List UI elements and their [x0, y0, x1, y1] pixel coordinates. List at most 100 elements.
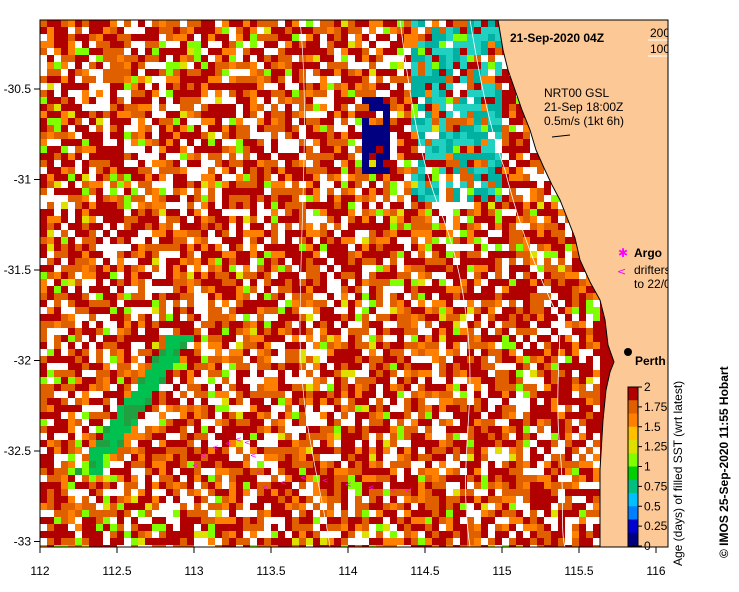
- sst-pixel: [411, 405, 418, 412]
- sst-pixel: [439, 209, 446, 216]
- sst-pixel: [75, 111, 82, 118]
- sst-pixel: [257, 349, 264, 356]
- sst-pixel: [376, 384, 383, 391]
- sst-pixel: [432, 314, 439, 321]
- sst-pixel: [180, 76, 187, 83]
- sst-pixel: [131, 279, 138, 286]
- sst-pixel: [173, 174, 180, 181]
- sst-pixel: [40, 132, 47, 139]
- sst-pixel: [236, 69, 243, 76]
- sst-pixel: [292, 132, 299, 139]
- sst-pixel: [222, 398, 229, 405]
- sst-pixel: [453, 307, 460, 314]
- sst-pixel: [362, 125, 369, 132]
- sst-pixel: [271, 146, 278, 153]
- sst-pixel: [299, 244, 306, 251]
- sst-pixel: [362, 300, 369, 307]
- sst-pixel: [544, 209, 551, 216]
- sst-pixel: [348, 188, 355, 195]
- sst-pixel: [124, 272, 131, 279]
- sst-pixel: [320, 356, 327, 363]
- sst-pixel: [285, 398, 292, 405]
- sst-pixel: [215, 335, 222, 342]
- sst-pixel: [40, 419, 47, 426]
- sst-pixel: [54, 251, 61, 258]
- sst-pixel: [222, 132, 229, 139]
- sst-pixel: [131, 181, 138, 188]
- sst-pixel: [131, 363, 138, 370]
- sst-pixel: [530, 286, 537, 293]
- sst-pixel: [124, 349, 131, 356]
- sst-pixel: [145, 223, 152, 230]
- sst-pixel: [208, 405, 215, 412]
- sst-pixel: [194, 251, 201, 258]
- sst-pixel: [138, 384, 145, 391]
- sst-pixel: [488, 174, 495, 181]
- sst-pixel: [432, 433, 439, 440]
- sst-pixel: [362, 216, 369, 223]
- sst-pixel: [250, 342, 257, 349]
- sst-pixel: [544, 370, 551, 377]
- sst-pixel: [68, 104, 75, 111]
- sst-pixel: [446, 314, 453, 321]
- sst-pixel: [138, 419, 145, 426]
- sst-pixel: [257, 237, 264, 244]
- sst-pixel: [208, 370, 215, 377]
- sst-pixel: [54, 454, 61, 461]
- sst-pixel: [215, 258, 222, 265]
- sst-pixel: [411, 62, 418, 69]
- sst-pixel: [516, 398, 523, 405]
- sst-pixel: [432, 279, 439, 286]
- sst-pixel: [306, 293, 313, 300]
- sst-pixel: [82, 286, 89, 293]
- sst-pixel: [236, 335, 243, 342]
- sst-pixel: [180, 391, 187, 398]
- sst-pixel: [460, 398, 467, 405]
- sst-pixel: [82, 349, 89, 356]
- sst-pixel: [166, 174, 173, 181]
- sst-pixel: [495, 307, 502, 314]
- sst-pixel: [334, 433, 341, 440]
- sst-pixel: [341, 244, 348, 251]
- sst-pixel: [523, 167, 530, 174]
- sst-pixel: [495, 146, 502, 153]
- sst-pixel: [222, 440, 229, 447]
- sst-pixel: [152, 160, 159, 167]
- sst-pixel: [327, 83, 334, 90]
- sst-pixel: [411, 377, 418, 384]
- sst-pixel: [397, 314, 404, 321]
- sst-pixel: [334, 76, 341, 83]
- sst-pixel: [383, 160, 390, 167]
- sst-pixel: [131, 118, 138, 125]
- sst-pixel: [488, 90, 495, 97]
- sst-pixel: [299, 153, 306, 160]
- sst-pixel: [383, 272, 390, 279]
- sst-pixel: [110, 335, 117, 342]
- sst-pixel: [40, 272, 47, 279]
- sst-pixel: [306, 48, 313, 55]
- sst-pixel: [488, 181, 495, 188]
- sst-pixel: [369, 272, 376, 279]
- sst-pixel: [467, 76, 474, 83]
- sst-pixel: [89, 223, 96, 230]
- sst-pixel: [355, 83, 362, 90]
- sst-pixel: [299, 230, 306, 237]
- sst-pixel: [418, 265, 425, 272]
- sst-pixel: [117, 76, 124, 83]
- sst-pixel: [208, 216, 215, 223]
- sst-pixel: [194, 356, 201, 363]
- sst-pixel: [152, 328, 159, 335]
- sst-pixel: [544, 258, 551, 265]
- sst-pixel: [439, 412, 446, 419]
- sst-pixel: [103, 398, 110, 405]
- sst-pixel: [159, 286, 166, 293]
- sst-pixel: [572, 405, 579, 412]
- sst-pixel: [173, 454, 180, 461]
- sst-pixel: [404, 300, 411, 307]
- sst-pixel: [299, 62, 306, 69]
- sst-pixel: [376, 258, 383, 265]
- sst-pixel: [474, 314, 481, 321]
- sst-pixel: [271, 272, 278, 279]
- sst-pixel: [474, 440, 481, 447]
- sst-pixel: [201, 139, 208, 146]
